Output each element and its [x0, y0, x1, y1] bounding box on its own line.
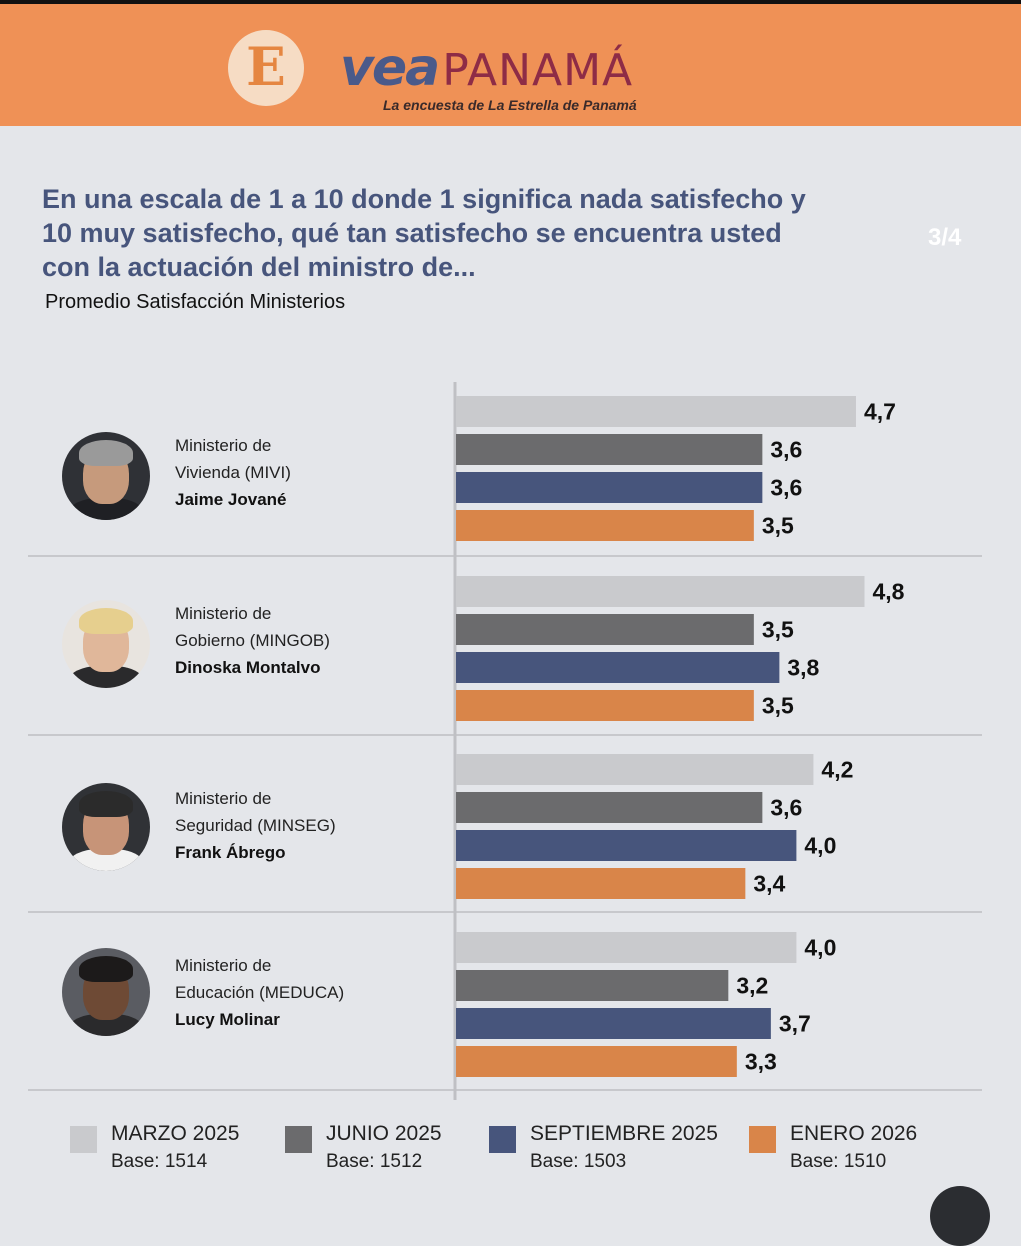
corner-overlay	[930, 1186, 990, 1246]
ministry-line2: Seguridad (MINSEG)	[175, 816, 336, 835]
data-label: 3,3	[745, 1049, 777, 1075]
page-indicator: 3/4	[928, 224, 962, 251]
data-label: 3,6	[770, 795, 802, 821]
chart-subtitle: Promedio Satisfacción Ministerios	[45, 291, 346, 313]
bar-chart: 4,73,63,63,54,83,53,83,54,23,64,03,44,03…	[28, 382, 982, 1100]
bar	[456, 690, 754, 721]
brand-wordmark: vea PANAMÁ	[340, 38, 633, 98]
legend-series-name: ENERO 2026	[790, 1122, 918, 1145]
avatar-shape	[68, 849, 144, 871]
ministry-line1: Ministerio de	[175, 436, 272, 455]
logo-letter: E	[246, 37, 286, 98]
ministry-line2: Gobierno (MINGOB)	[175, 631, 330, 650]
bar	[456, 576, 865, 607]
legend-series-name: JUNIO 2025	[326, 1122, 442, 1145]
legend-swatch	[489, 1126, 516, 1153]
avatar-shape	[79, 791, 133, 817]
ministry-line1: Ministerio de	[175, 956, 272, 975]
avatar-shape	[79, 608, 133, 634]
bar	[456, 510, 754, 541]
legend-base: Base: 1514	[111, 1151, 208, 1172]
data-label: 3,4	[753, 871, 785, 897]
minister-name: Lucy Molinar	[175, 1010, 280, 1029]
data-label: 3,7	[779, 1011, 811, 1037]
bar	[456, 932, 797, 963]
data-label: 4,2	[821, 757, 853, 783]
bar	[456, 396, 856, 427]
ministry-label: Ministerio de Educación (MEDUCA) Lucy Moli…	[175, 952, 344, 1033]
minister-name: Frank Ábrego	[175, 843, 286, 862]
data-label: 3,8	[787, 655, 819, 681]
avatar-shape	[68, 1014, 144, 1036]
minister-name: Dinoska Montalvo	[175, 658, 321, 677]
data-label: 3,6	[770, 475, 802, 501]
bar	[456, 1046, 737, 1077]
brand-panama: PANAMÁ	[442, 45, 634, 96]
estrella-logo: E	[228, 30, 304, 106]
bar	[456, 434, 763, 465]
avatar-shape	[79, 440, 133, 466]
bar	[456, 792, 763, 823]
ministry-label: Ministerio de Gobierno (MINGOB) Dinoska Mo…	[175, 600, 330, 681]
legend-base: Base: 1503	[530, 1151, 627, 1172]
legend-swatch	[70, 1126, 97, 1153]
portrait-man-glasses-icon	[62, 783, 150, 871]
data-label: 3,5	[762, 693, 794, 719]
data-label: 3,5	[762, 513, 794, 539]
ministry-line1: Ministerio de	[175, 789, 272, 808]
ministry-line2: Vivienda (MIVI)	[175, 463, 291, 482]
ministry-label: Ministerio de Vivienda (MIVI) Jaime Jované	[175, 432, 291, 513]
top-border	[0, 0, 1021, 4]
bar	[456, 652, 780, 683]
legend-base: Base: 1512	[326, 1151, 423, 1172]
tagline: La encuesta de La Estrella de Panamá	[383, 97, 637, 113]
bar	[456, 970, 729, 1001]
ministry-line2: Educación (MEDUCA)	[175, 983, 345, 1002]
brand-vea: vea	[340, 38, 440, 98]
ministry-label: Ministerio de Seguridad (MINSEG) Frank Ábr…	[175, 785, 336, 866]
portrait-woman-blonde-icon	[62, 600, 150, 688]
portrait-woman-icon	[62, 948, 150, 1036]
avatar-shape	[79, 956, 133, 982]
minister-name: Jaime Jované	[175, 490, 287, 509]
avatar-shape	[68, 666, 144, 688]
portrait-man-glasses-icon	[62, 432, 150, 520]
legend-swatch	[285, 1126, 312, 1153]
header-band: E vea PANAMÁ La encuesta de La Estrella …	[0, 4, 1021, 126]
data-label: 3,6	[770, 437, 802, 463]
avatar-shape	[68, 498, 144, 520]
legend-series-name: MARZO 2025	[111, 1122, 240, 1145]
data-label: 3,5	[762, 617, 794, 643]
bar	[456, 614, 754, 645]
data-label: 4,8	[872, 579, 904, 605]
bar	[456, 868, 746, 899]
data-label: 3,2	[736, 973, 768, 999]
survey-question: En una escala de 1 a 10 donde 1 signific…	[42, 184, 806, 282]
legend-swatch	[749, 1126, 776, 1153]
bar	[456, 830, 797, 861]
legend-base: Base: 1510	[790, 1151, 887, 1172]
legend-series-name: SEPTIEMBRE 2025	[530, 1122, 718, 1145]
ministry-line1: Ministerio de	[175, 604, 272, 623]
bar	[456, 472, 763, 503]
data-label: 4,0	[804, 935, 836, 961]
bar	[456, 754, 814, 785]
bar	[456, 1008, 771, 1039]
data-label: 4,0	[804, 833, 836, 859]
data-label: 4,7	[864, 399, 896, 425]
